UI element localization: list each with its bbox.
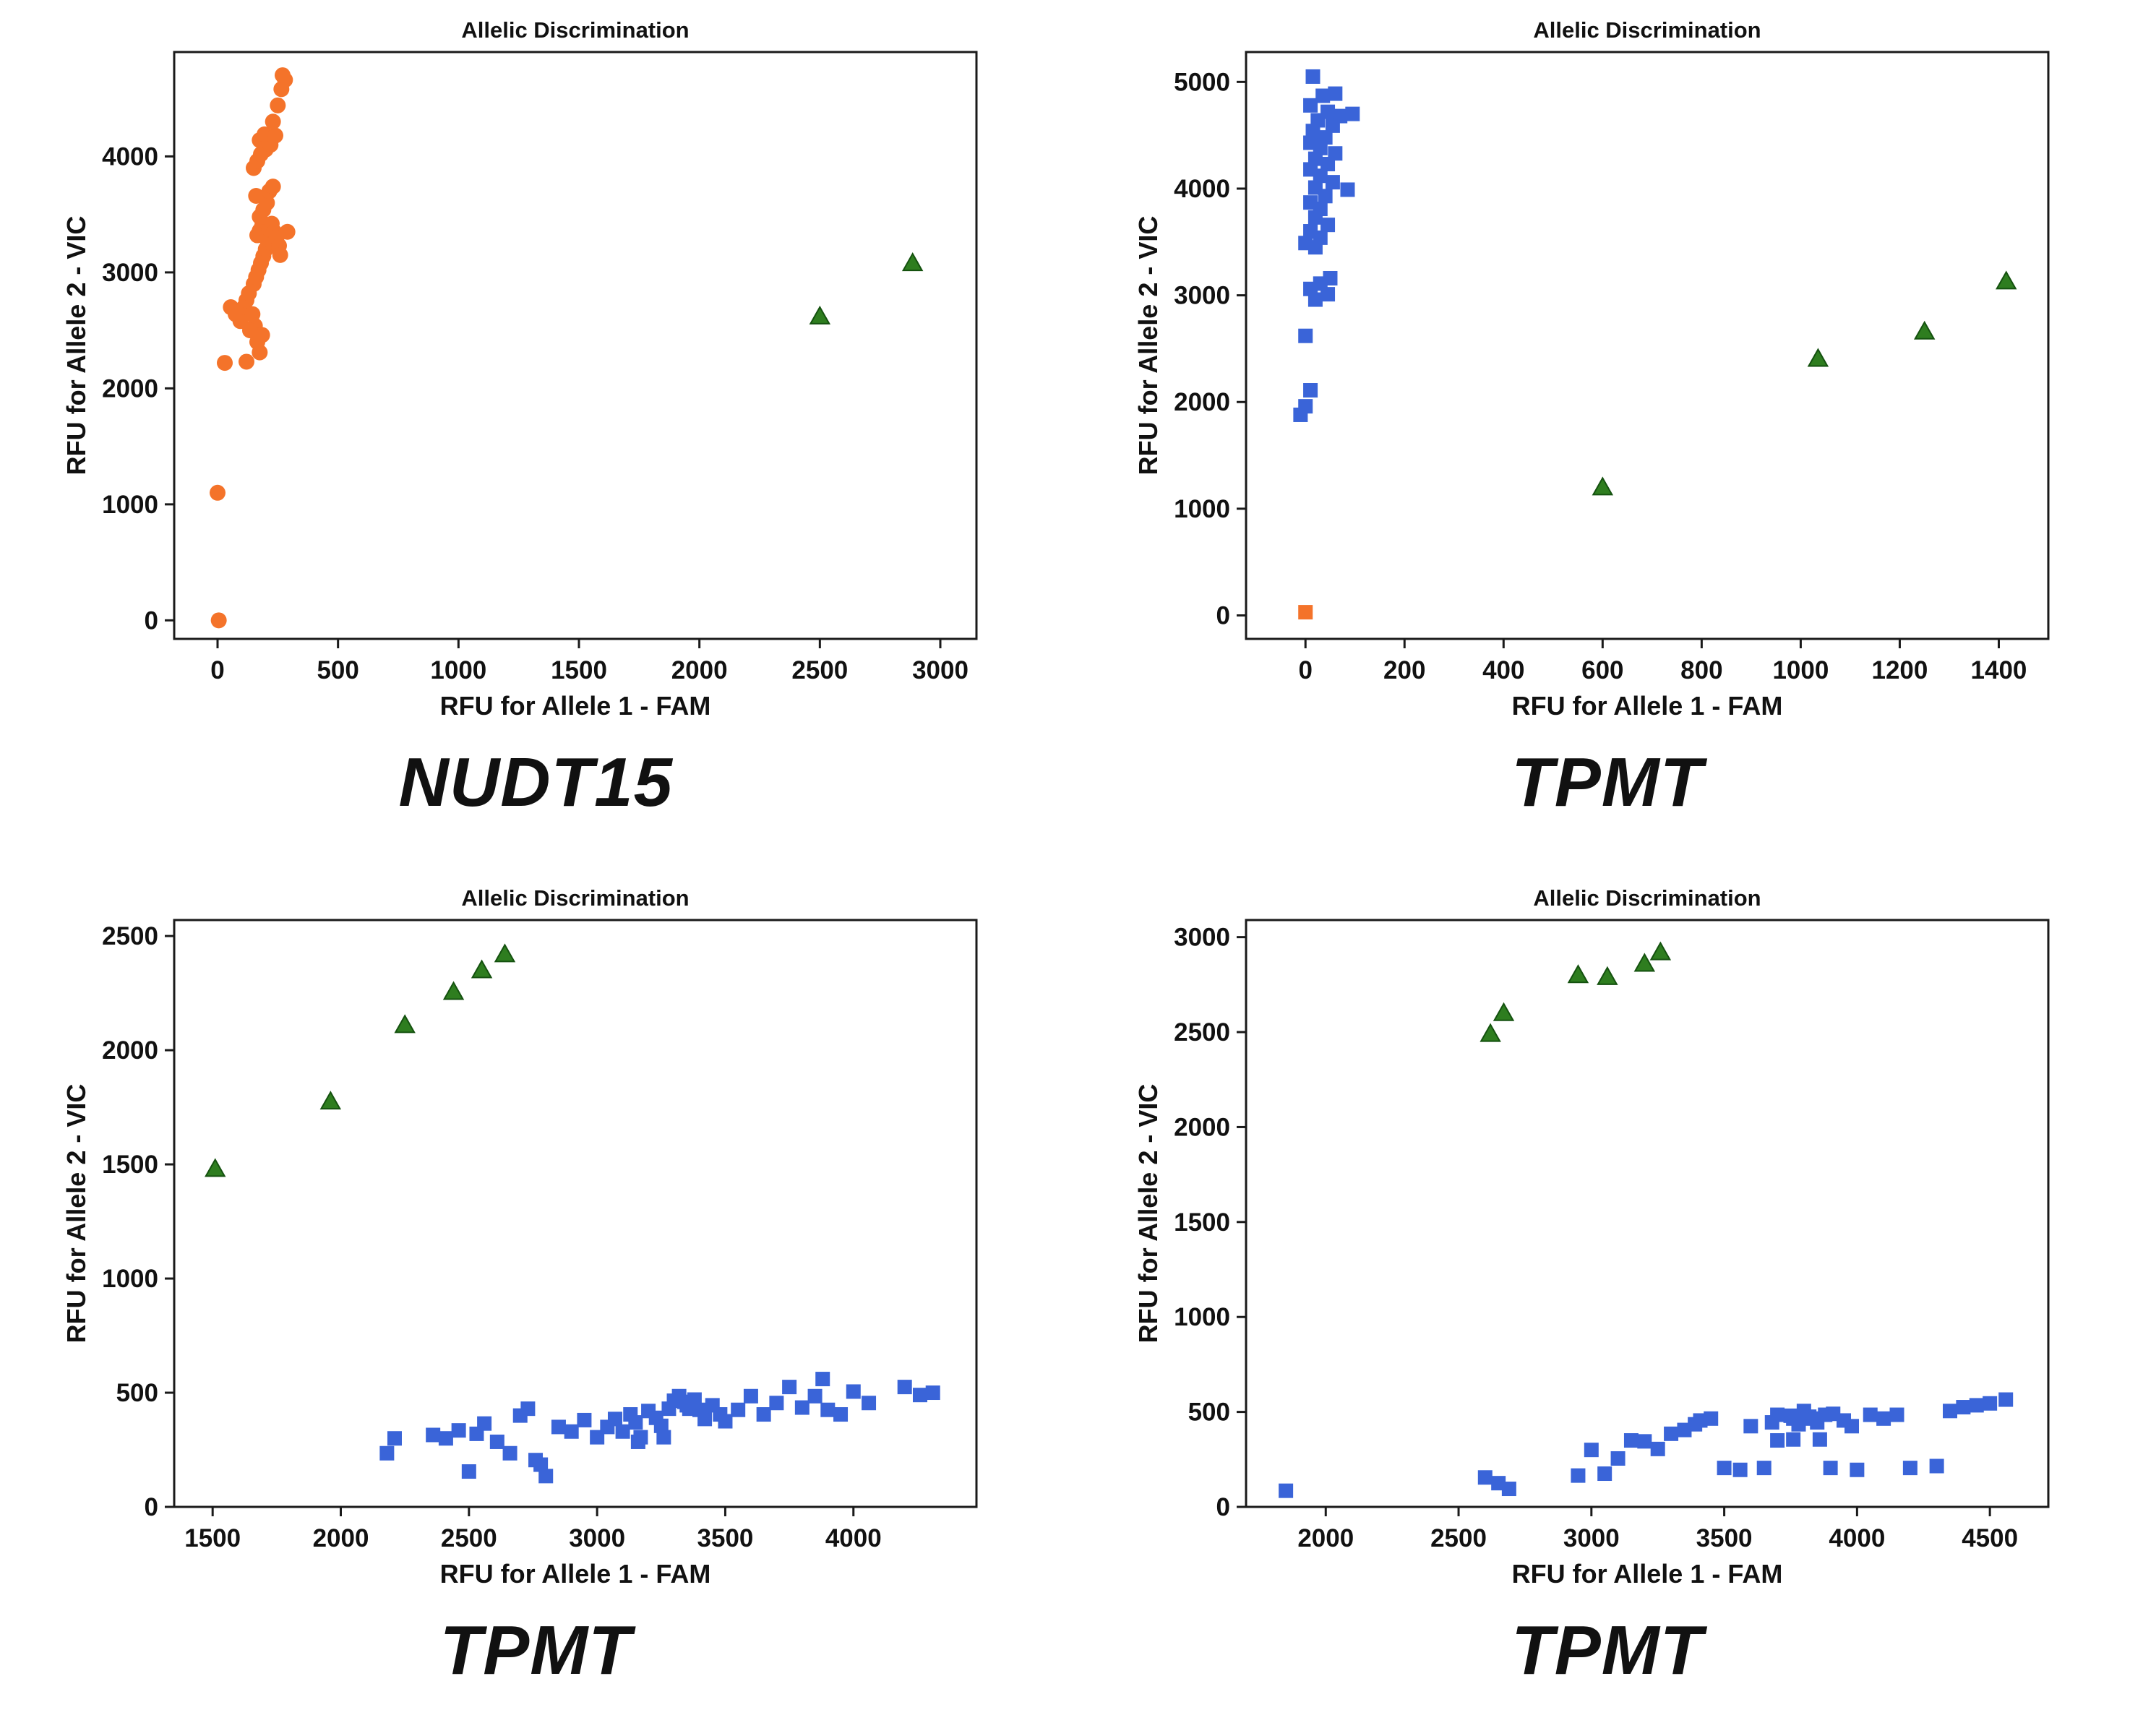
svg-text:1000: 1000: [431, 656, 487, 684]
svg-text:RFU for Allele 2 - VIC: RFU for Allele 2 - VIC: [61, 216, 91, 476]
svg-text:500: 500: [1188, 1398, 1229, 1427]
svg-text:0: 0: [1216, 1493, 1229, 1521]
svg-text:4000: 4000: [1174, 175, 1230, 203]
gene-label: TPMT: [1511, 1612, 1704, 1689]
svg-text:2000: 2000: [313, 1524, 369, 1552]
svg-text:1500: 1500: [185, 1524, 241, 1552]
svg-text:1500: 1500: [551, 656, 607, 684]
svg-text:1000: 1000: [102, 491, 158, 519]
svg-text:1500: 1500: [102, 1151, 158, 1179]
svg-text:3000: 3000: [1174, 282, 1230, 310]
svg-text:600: 600: [1581, 656, 1623, 684]
gene-label: NUDT15: [398, 744, 673, 821]
scatter-plot-tpmt-2: Allelic Discrimination RFU for Allele 1 -…: [61, 885, 978, 1589]
svg-text:800: 800: [1680, 656, 1722, 684]
svg-text:4000: 4000: [825, 1524, 882, 1552]
svg-text:1500: 1500: [1174, 1208, 1230, 1237]
svg-text:2000: 2000: [671, 656, 728, 684]
svg-text:1000: 1000: [1772, 656, 1829, 684]
gene-label: TPMT: [1511, 744, 1704, 821]
chart-panel-tpmt-3: Allelic Discrimination RFU for Allele 1 -…: [1072, 868, 2143, 1736]
svg-text:0: 0: [145, 1493, 158, 1521]
svg-text:1200: 1200: [1871, 656, 1928, 684]
svg-text:3500: 3500: [1696, 1524, 1752, 1552]
svg-text:2000: 2000: [102, 374, 158, 403]
svg-text:1000: 1000: [102, 1265, 158, 1293]
svg-text:3000: 3000: [912, 656, 969, 684]
svg-text:4000: 4000: [102, 142, 158, 171]
svg-text:RFU for Allele 2 - VIC: RFU for Allele 2 - VIC: [61, 1084, 91, 1344]
scatter-plot-nudt15: Allelic Discrimination RFU for Allele 1 -…: [61, 17, 978, 721]
svg-text:2000: 2000: [1174, 388, 1230, 416]
svg-text:2500: 2500: [792, 656, 849, 684]
svg-text:0: 0: [1216, 602, 1229, 630]
svg-text:0: 0: [1298, 656, 1312, 684]
svg-text:2000: 2000: [1297, 1524, 1354, 1552]
chart-panel-nudt15: Allelic Discrimination RFU for Allele 1 -…: [0, 0, 1072, 868]
svg-text:4000: 4000: [1829, 1524, 1885, 1552]
svg-text:1400: 1400: [1970, 656, 2027, 684]
svg-text:3500: 3500: [697, 1524, 754, 1552]
svg-text:3000: 3000: [102, 259, 158, 287]
svg-text:2000: 2000: [1174, 1113, 1230, 1141]
svg-text:1000: 1000: [1174, 1303, 1230, 1331]
scatter-plot-tpmt-1: Allelic Discrimination RFU for Allele 1 -…: [1133, 17, 2050, 721]
svg-text:3000: 3000: [1174, 924, 1230, 952]
svg-text:Allelic Discrimination: Allelic Discrimination: [1533, 17, 1761, 43]
svg-text:200: 200: [1383, 656, 1425, 684]
svg-text:RFU for Allele 1 - FAM: RFU for Allele 1 - FAM: [1511, 1559, 1782, 1589]
svg-text:3000: 3000: [569, 1524, 625, 1552]
scatter-plot-tpmt-3: Allelic Discrimination RFU for Allele 1 -…: [1133, 885, 2050, 1589]
svg-text:500: 500: [116, 1379, 158, 1407]
svg-text:1000: 1000: [1174, 495, 1230, 523]
svg-text:2500: 2500: [441, 1524, 497, 1552]
svg-text:3000: 3000: [1563, 1524, 1620, 1552]
svg-text:5000: 5000: [1174, 68, 1230, 96]
svg-text:0: 0: [145, 606, 158, 635]
svg-text:Allelic Discrimination: Allelic Discrimination: [1533, 885, 1761, 911]
svg-text:2500: 2500: [1430, 1524, 1487, 1552]
svg-text:Allelic Discrimination: Allelic Discrimination: [462, 17, 690, 43]
svg-text:RFU for Allele 2 - VIC: RFU for Allele 2 - VIC: [1133, 1084, 1163, 1344]
svg-text:Allelic Discrimination: Allelic Discrimination: [462, 885, 690, 911]
svg-text:RFU for Allele 1 - FAM: RFU for Allele 1 - FAM: [1511, 691, 1782, 721]
svg-text:RFU for Allele 2 - VIC: RFU for Allele 2 - VIC: [1133, 216, 1163, 476]
svg-text:2500: 2500: [1174, 1018, 1230, 1047]
svg-text:RFU for Allele 1 - FAM: RFU for Allele 1 - FAM: [440, 1559, 711, 1589]
svg-text:RFU for Allele 1 - FAM: RFU for Allele 1 - FAM: [440, 691, 711, 721]
svg-text:2500: 2500: [102, 922, 158, 950]
chart-panel-tpmt-2: Allelic Discrimination RFU for Allele 1 -…: [0, 868, 1072, 1736]
svg-text:0: 0: [211, 656, 225, 684]
svg-text:400: 400: [1482, 656, 1524, 684]
chart-panel-tpmt-1: Allelic Discrimination RFU for Allele 1 -…: [1072, 0, 2143, 868]
svg-text:500: 500: [317, 656, 359, 684]
svg-text:4500: 4500: [1962, 1524, 2018, 1552]
gene-label: TPMT: [439, 1612, 632, 1689]
svg-text:2000: 2000: [102, 1036, 158, 1065]
